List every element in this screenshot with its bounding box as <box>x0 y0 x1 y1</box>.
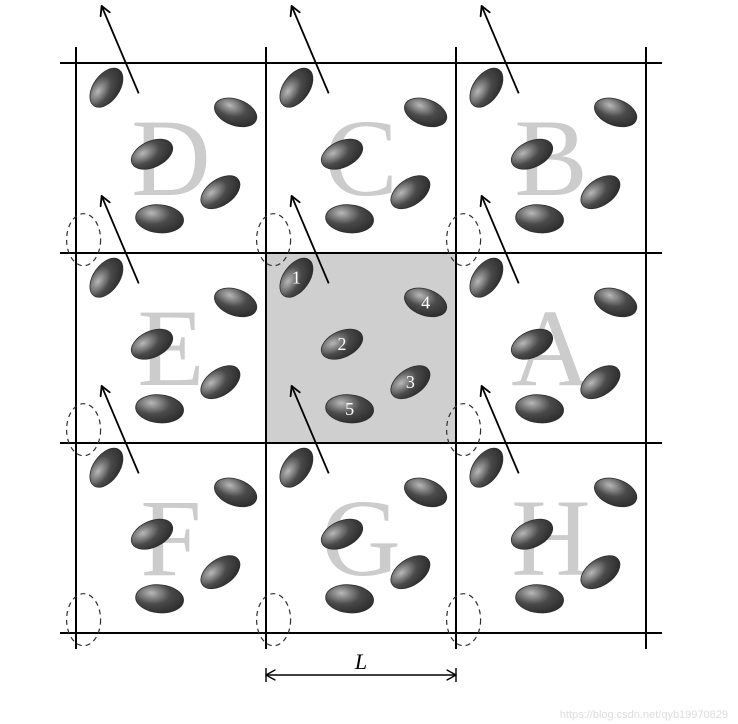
diagram-svg: DCBEAFGH12345Lhttps://blog.csdn.net/qyb1… <box>0 0 738 724</box>
particle <box>590 283 640 322</box>
particle <box>400 93 450 132</box>
particle <box>83 442 130 493</box>
particle <box>273 62 320 113</box>
particle-number: 1 <box>292 268 301 288</box>
particle <box>210 473 260 512</box>
particle <box>83 252 130 303</box>
watermark: https://blog.csdn.net/qyb19970829 <box>560 709 728 721</box>
particle-number: 5 <box>345 399 354 419</box>
dimension-L: L <box>266 649 456 682</box>
diagram-container: DCBEAFGH12345Lhttps://blog.csdn.net/qyb1… <box>0 0 738 724</box>
ghost-particle <box>447 594 481 646</box>
particle-number: 4 <box>421 292 430 312</box>
particle <box>83 62 130 113</box>
ghost-particle <box>67 404 101 456</box>
particle <box>210 283 260 322</box>
particle <box>195 549 246 596</box>
particle <box>463 442 510 493</box>
dimension-label: L <box>354 649 367 674</box>
particle-number: 3 <box>406 372 415 392</box>
particle-number: 2 <box>338 334 347 354</box>
ghost-particle <box>447 214 481 266</box>
particle <box>590 93 640 132</box>
particle <box>463 62 510 113</box>
particle <box>210 93 260 132</box>
particle <box>463 252 510 303</box>
particle <box>273 442 320 493</box>
particle <box>400 473 450 512</box>
ghost-particle <box>67 594 101 646</box>
particle <box>590 473 640 512</box>
ghost-particle <box>257 594 291 646</box>
ghost-particle <box>67 214 101 266</box>
